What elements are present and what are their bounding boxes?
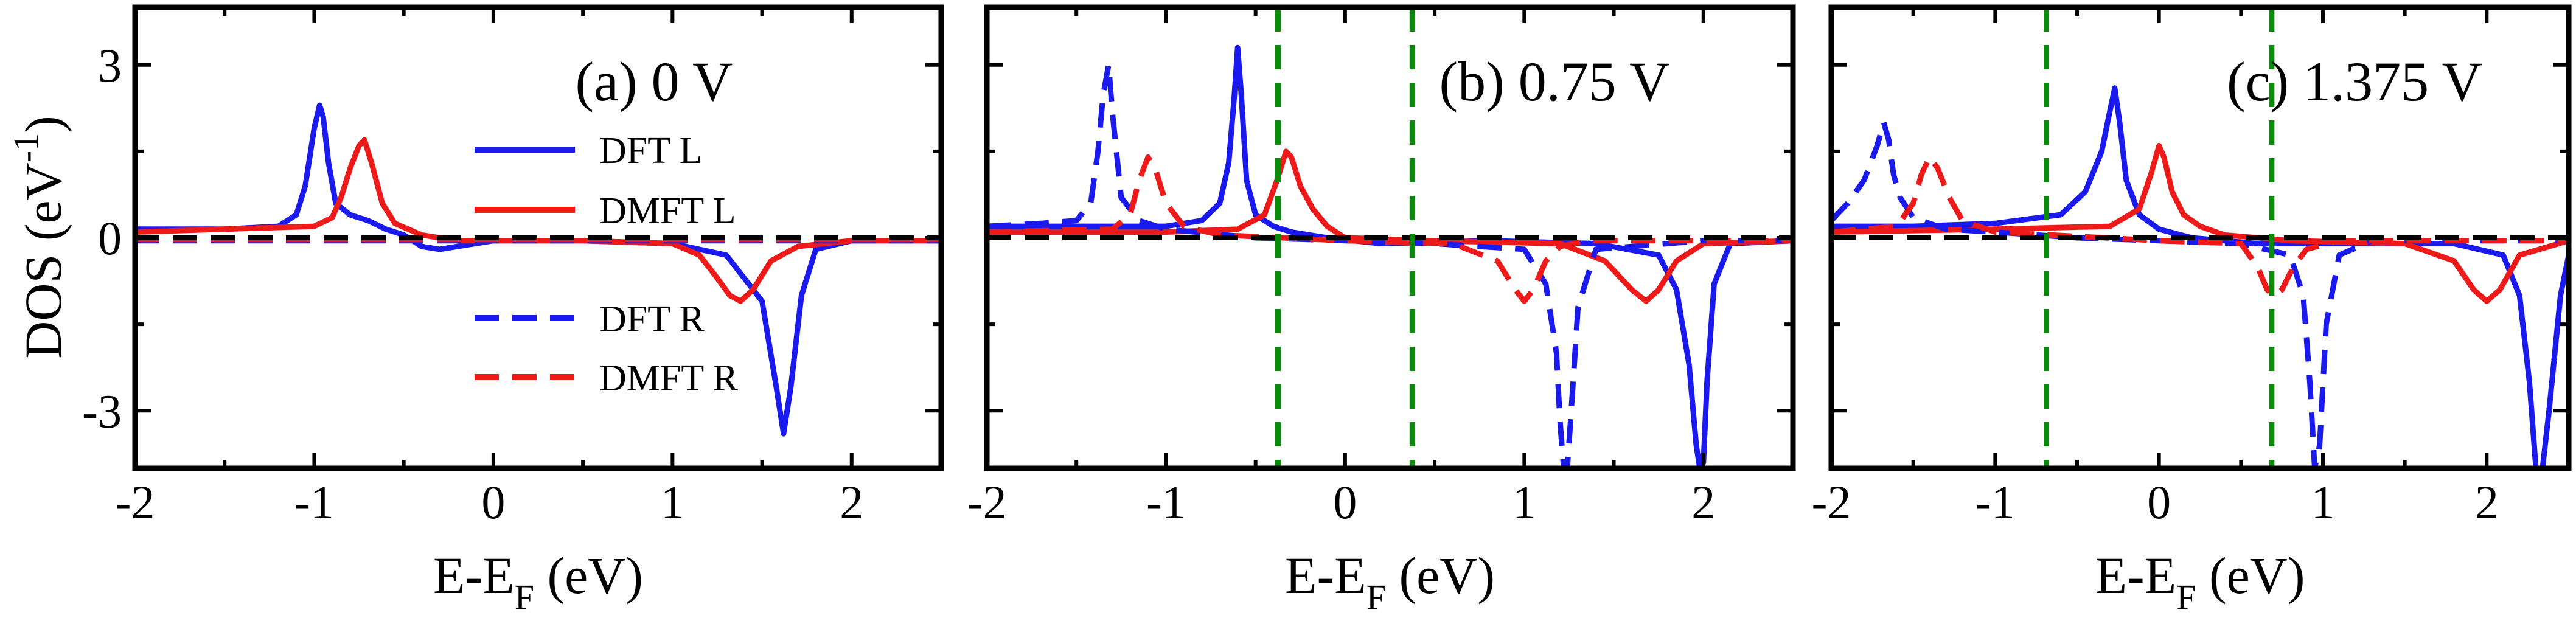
series-line-dmft-l — [1831, 142, 2569, 304]
plot-area — [1831, 7, 2569, 468]
x-axis-label-subscript: F — [515, 577, 534, 617]
x-axis-label-main: E-E — [2095, 546, 2176, 605]
x-axis-label-subscript: F — [1366, 577, 1386, 617]
x-tick-label: -2 — [1812, 476, 1851, 529]
x-tick-label: 2 — [1691, 476, 1715, 529]
y-axis-label-text: DOS (eV — [14, 162, 72, 358]
x-axis-label-main: E-E — [433, 546, 515, 605]
x-tick-label: -1 — [294, 476, 334, 529]
x-axis-label-main: E-E — [1285, 546, 1366, 605]
x-axis-label-unit: (eV) — [534, 546, 643, 605]
x-tick-label: 0 — [2147, 476, 2171, 529]
series-line-dft-r — [987, 62, 1793, 468]
legend-label-dft-r: DFT R — [599, 299, 705, 340]
series-line-dmft-l — [135, 137, 941, 304]
legend: DFT L DMFT L DFT R DMFT R — [475, 130, 739, 399]
plot-area — [987, 7, 1793, 468]
x-axis-label-subscript: F — [2176, 577, 2196, 617]
panel-c: -2 -1 0 1 2 (c) 1.375 V E-EF (eV) — [1812, 4, 2572, 617]
panel-a: -2 -1 0 1 2 3 0 -3 (a) 0 V E-EF (eV) — [82, 4, 944, 617]
x-axis-label: E-EF (eV) — [433, 546, 643, 617]
panel-b: -2 -1 0 1 2 (b) 0.75 V E-EF (eV) — [967, 4, 1796, 617]
panel-title: (c) 1.375 V — [2227, 50, 2482, 113]
legend-label-dft-l: DFT L — [599, 130, 702, 172]
x-tick-label: -1 — [1146, 476, 1186, 529]
series-line-dft-l — [135, 102, 941, 437]
y-axis-label-close: ) — [14, 116, 72, 133]
y-axis-label: DOS (eV-1) — [6, 116, 72, 358]
x-tick-label: 0 — [1333, 476, 1357, 529]
panel-title: (a) 0 V — [576, 50, 733, 113]
panel-title: (b) 0.75 V — [1439, 50, 1669, 113]
x-tick-label: 2 — [840, 476, 863, 529]
y-tick-label: -3 — [82, 384, 122, 437]
x-tick-label: 1 — [661, 476, 684, 529]
x-axis-label: E-EF (eV) — [1285, 546, 1495, 617]
x-tick-label: -1 — [1976, 476, 2015, 529]
y-tick-label: 0 — [98, 212, 122, 265]
x-tick-label: 2 — [2475, 476, 2499, 529]
x-axis-label-unit: (eV) — [1386, 546, 1495, 605]
series-line-dft-l — [987, 44, 1793, 468]
x-tick-label: 1 — [2311, 476, 2335, 529]
x-tick-label: 1 — [1513, 476, 1536, 529]
legend-label-dmft-r: DMFT R — [599, 358, 739, 399]
x-tick-label: -2 — [116, 476, 155, 529]
legend-label-dmft-l: DMFT L — [599, 190, 736, 232]
x-axis-label-unit: (eV) — [2196, 546, 2305, 605]
x-axis-label: E-EF (eV) — [2095, 546, 2305, 617]
plot-area — [135, 102, 941, 437]
series-line-dmft-l — [987, 148, 1793, 304]
y-tick-label: 3 — [98, 39, 122, 92]
series-line-dft-l — [1831, 85, 2569, 468]
series-line-dmft-r — [987, 154, 1793, 304]
series-line-dmft-r — [1831, 154, 2569, 299]
x-tick-label: 0 — [481, 476, 505, 529]
y-axis-label-superscript: -1 — [6, 133, 46, 162]
x-tick-label: -2 — [967, 476, 1007, 529]
